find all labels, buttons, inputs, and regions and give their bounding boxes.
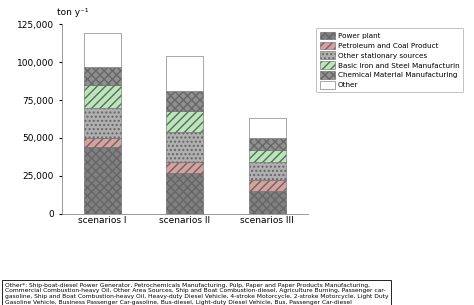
Bar xyxy=(248,180,285,191)
Text: ton y⁻¹: ton y⁻¹ xyxy=(57,8,88,17)
Bar xyxy=(166,173,203,214)
Bar xyxy=(166,162,203,173)
Bar xyxy=(84,34,121,67)
Bar xyxy=(248,138,285,150)
Bar xyxy=(84,67,121,85)
Bar xyxy=(248,191,285,214)
Bar xyxy=(166,91,203,111)
Bar xyxy=(166,56,203,91)
Bar xyxy=(84,108,121,138)
Bar xyxy=(248,162,285,180)
Bar xyxy=(248,150,285,162)
Bar xyxy=(84,85,121,108)
Bar xyxy=(84,138,121,147)
Legend: Power plant, Petroleum and Coal Product, Other stationary sources, Basic Iron an: Power plant, Petroleum and Coal Product,… xyxy=(317,28,464,92)
Bar xyxy=(166,111,203,132)
Text: Other*: Ship-boat-diesel Power Generator, Petrochemicals Manufacturing, Pulp, Pa: Other*: Ship-boat-diesel Power Generator… xyxy=(5,283,388,305)
Bar xyxy=(84,147,121,214)
Bar xyxy=(248,118,285,138)
Bar xyxy=(166,132,203,162)
